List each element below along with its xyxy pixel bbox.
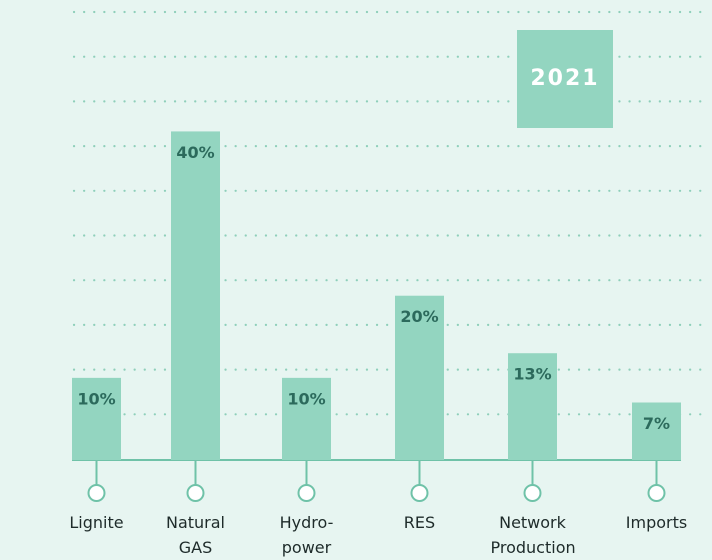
value-label: 40%	[176, 143, 214, 162]
marker-dot	[647, 484, 666, 502]
category-label: Hydro-power	[279, 513, 334, 557]
value-label: 10%	[77, 389, 115, 408]
marker-dot	[410, 484, 429, 502]
category-label: Network Production	[490, 513, 576, 557]
marker-dot	[297, 484, 316, 502]
category-label: Imports	[625, 513, 688, 532]
value-label: 13%	[513, 365, 551, 384]
marker-dot	[523, 484, 542, 502]
category-label: Lignite	[69, 513, 124, 532]
bar	[72, 377, 121, 460]
category-label: Natural GAS	[165, 513, 225, 557]
value-label: 7%	[643, 414, 670, 433]
bar	[632, 402, 681, 460]
value-label: 20%	[400, 307, 438, 326]
year-box	[517, 30, 613, 128]
bar	[171, 131, 220, 460]
chart-title: 2021	[530, 66, 599, 91]
bar	[282, 377, 331, 460]
bar	[395, 295, 444, 460]
bar	[508, 353, 557, 460]
value-label: 10%	[287, 389, 325, 408]
marker-dot	[186, 484, 205, 502]
marker-dot	[87, 484, 106, 502]
category-label: RES	[403, 513, 436, 532]
